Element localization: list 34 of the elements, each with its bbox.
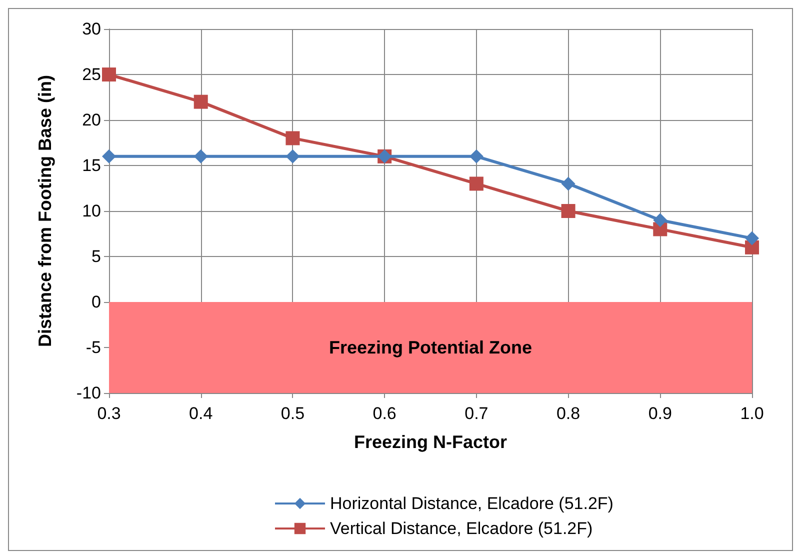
point (653, 213, 668, 228)
point (469, 149, 484, 164)
x-tick-label: 0.3 (97, 404, 121, 423)
y-tick-label: 20 (82, 110, 101, 130)
legend-label: Horizontal Distance, Elcadore (51.2F) (330, 494, 614, 513)
y-tick-label: 15 (82, 156, 101, 175)
band-label: Freezing Potential Zone (328, 338, 532, 358)
y-tick-label: 30 (82, 20, 101, 38)
point (469, 176, 484, 191)
x-tick-label: 0.9 (648, 404, 672, 423)
point (561, 176, 576, 191)
x-axis-title: Freezing N-Factor (354, 432, 508, 452)
y-tick-label: 25 (82, 65, 101, 84)
y-tick-label: -5 (86, 338, 101, 357)
point (102, 149, 116, 164)
y-tick-label: 0 (92, 292, 101, 312)
point (286, 131, 300, 146)
x-tick-label: 0.8 (556, 404, 580, 423)
x-tick-label: 0.6 (372, 404, 396, 423)
y-tick-label: 10 (82, 202, 101, 220)
x-tick-label: 0.5 (280, 404, 305, 423)
point (286, 149, 300, 164)
point (194, 149, 208, 164)
point (194, 94, 208, 109)
y-tick-label: 5 (92, 247, 101, 266)
point (561, 204, 576, 218)
y-axis-title: Distance from Footing Base (in) (35, 74, 55, 348)
x-tick-label: 1.0 (740, 404, 764, 423)
y-tick-label: -10 (76, 384, 101, 402)
legend-label: Vertical Distance, Elcadore (51.2F) (330, 519, 593, 538)
x-tick-label: 0.4 (189, 404, 213, 423)
x-tick-label: 0.7 (464, 404, 488, 423)
point (745, 231, 759, 246)
point (102, 68, 116, 82)
